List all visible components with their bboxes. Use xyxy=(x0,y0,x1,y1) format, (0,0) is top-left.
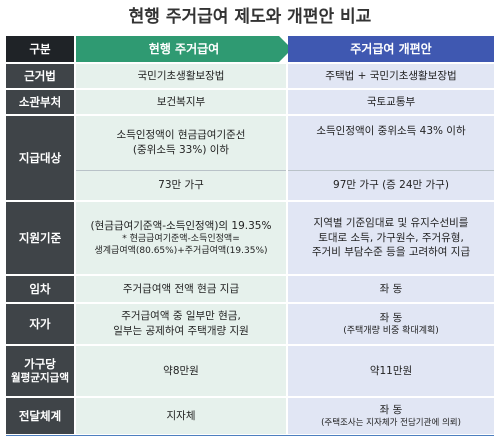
delivery-reform: 좌 동 (주택조사는 지자체가 전담기관에 의뢰) xyxy=(288,398,494,434)
delivery-reform-note: (주택조사는 지자체가 전담기관에 의뢰) xyxy=(321,417,461,428)
target-reform-count: 97만 가구 (증 24만 가구) xyxy=(333,179,449,192)
page-title: 현행 주거급여 제도와 개편안 비교 xyxy=(128,7,372,27)
row-label-rent: 임차 xyxy=(6,276,74,302)
row-label-average: 가구당 월평균지급액 xyxy=(6,346,74,396)
row-label-ministry: 소관부처 xyxy=(6,90,74,114)
target-current: 소득인정액이 현금급여기준선 (중위소득 33%) 이하 73만 가구 xyxy=(76,116,286,200)
rent-reform: 좌 동 xyxy=(288,276,494,302)
average-label-line1: 가구당 xyxy=(24,357,56,372)
law-reform: 주택법 + 국민기초생활보장법 xyxy=(288,64,494,88)
owner-current-line2: 일부는 공제하여 주택개량 지원 xyxy=(113,325,249,337)
average-label-line2: 월평균지급액 xyxy=(11,371,69,384)
table-bottom-rule xyxy=(6,435,494,436)
average-reform: 약11만원 xyxy=(288,346,494,396)
owner-reform-note: (주택개량 비중 확대계획) xyxy=(343,326,439,337)
owner-current: 주거급여액 중 일부만 현금, 일부는 공제하여 주택개량 지원 xyxy=(76,304,286,344)
comparison-table: 구분 현행 주거급여 주거급여 개편안 근거법 국민기초생활보장법 주택법 + … xyxy=(6,36,494,436)
row-delivery: 전달체계 지자체 좌 동 (주택조사는 지자체가 전담기관에 의뢰) xyxy=(6,398,494,434)
law-current: 국민기초생활보장법 xyxy=(76,64,286,88)
delivery-reform-line1: 좌 동 xyxy=(379,403,403,416)
ministry-reform: 국토교통부 xyxy=(288,90,494,114)
header-current: 현행 주거급여 xyxy=(76,36,292,62)
target-reform: 소득인정액이 중위소득 43% 이하 97만 가구 (증 24만 가구) xyxy=(288,116,494,200)
criteria-reform-line2: 토대로 소득, 가구원수, 주거유형, xyxy=(318,231,464,244)
target-current-line2: (중위소득 33%) 이하 xyxy=(132,144,230,156)
criteria-current: (현금급여기준액-소득인정액)의 19.35% * 현금급여기준액-소득인정액=… xyxy=(76,202,286,274)
criteria-current-line1: (현금급여기준액-소득인정액)의 19.35% xyxy=(90,219,272,232)
row-average: 가구당 월평균지급액 약8만원 약11만원 xyxy=(6,346,494,396)
row-label-delivery: 전달체계 xyxy=(6,398,74,434)
row-label-criteria: 지원기준 xyxy=(6,202,74,274)
row-rent: 임차 주거급여액 전액 현금 지급 좌 동 xyxy=(6,276,494,302)
row-label-owner: 자가 xyxy=(6,304,74,344)
owner-reform-line1: 좌 동 xyxy=(379,311,403,324)
criteria-current-note2: 생계급여액(80.65%)+주거급여액(19.35%) xyxy=(94,246,268,257)
owner-reform: 좌 동 (주택개량 비중 확대계획) xyxy=(288,304,494,344)
delivery-current: 지자체 xyxy=(76,398,286,434)
row-label-law: 근거법 xyxy=(6,64,74,88)
criteria-reform-line3: 주거비 부담수준 등을 고려하여 지급 xyxy=(311,246,471,259)
rent-current: 주거급여액 전액 현금 지급 xyxy=(76,276,286,302)
target-current-line1: 소득인정액이 현금급여기준선 xyxy=(116,129,246,142)
row-owner: 자가 주거급여액 중 일부만 현금, 일부는 공제하여 주택개량 지원 좌 동 … xyxy=(6,304,494,344)
target-reform-line1: 소득인정액이 중위소득 43% 이하 xyxy=(316,125,466,137)
row-label-target: 지급대상 xyxy=(6,116,74,200)
row-ministry: 소관부처 보건복지부 국토교통부 xyxy=(6,90,494,114)
header-row: 구분 현행 주거급여 주거급여 개편안 xyxy=(6,36,494,62)
row-criteria: 지원기준 (현금급여기준액-소득인정액)의 19.35% * 현금급여기준액-소… xyxy=(6,202,494,274)
criteria-reform: 지역별 기준임대료 및 유지수선비를 토대로 소득, 가구원수, 주거유형, 주… xyxy=(288,202,494,274)
owner-current-line1: 주거급여액 중 일부만 현금, xyxy=(121,310,241,323)
ministry-current: 보건복지부 xyxy=(76,90,286,114)
row-law: 근거법 국민기초생활보장법 주택법 + 국민기초생활보장법 xyxy=(6,64,494,88)
criteria-reform-line1: 지역별 기준임대료 및 유지수선비를 xyxy=(313,216,469,229)
average-current: 약8만원 xyxy=(76,346,286,396)
criteria-current-note1: * 현금급여기준액-소득인정액= xyxy=(122,234,240,245)
header-label: 구분 xyxy=(6,36,74,62)
header-reform: 주거급여 개편안 xyxy=(288,36,494,62)
target-current-count: 73만 가구 xyxy=(158,179,204,192)
row-target: 지급대상 소득인정액이 현금급여기준선 (중위소득 33%) 이하 73만 가구… xyxy=(6,116,494,200)
